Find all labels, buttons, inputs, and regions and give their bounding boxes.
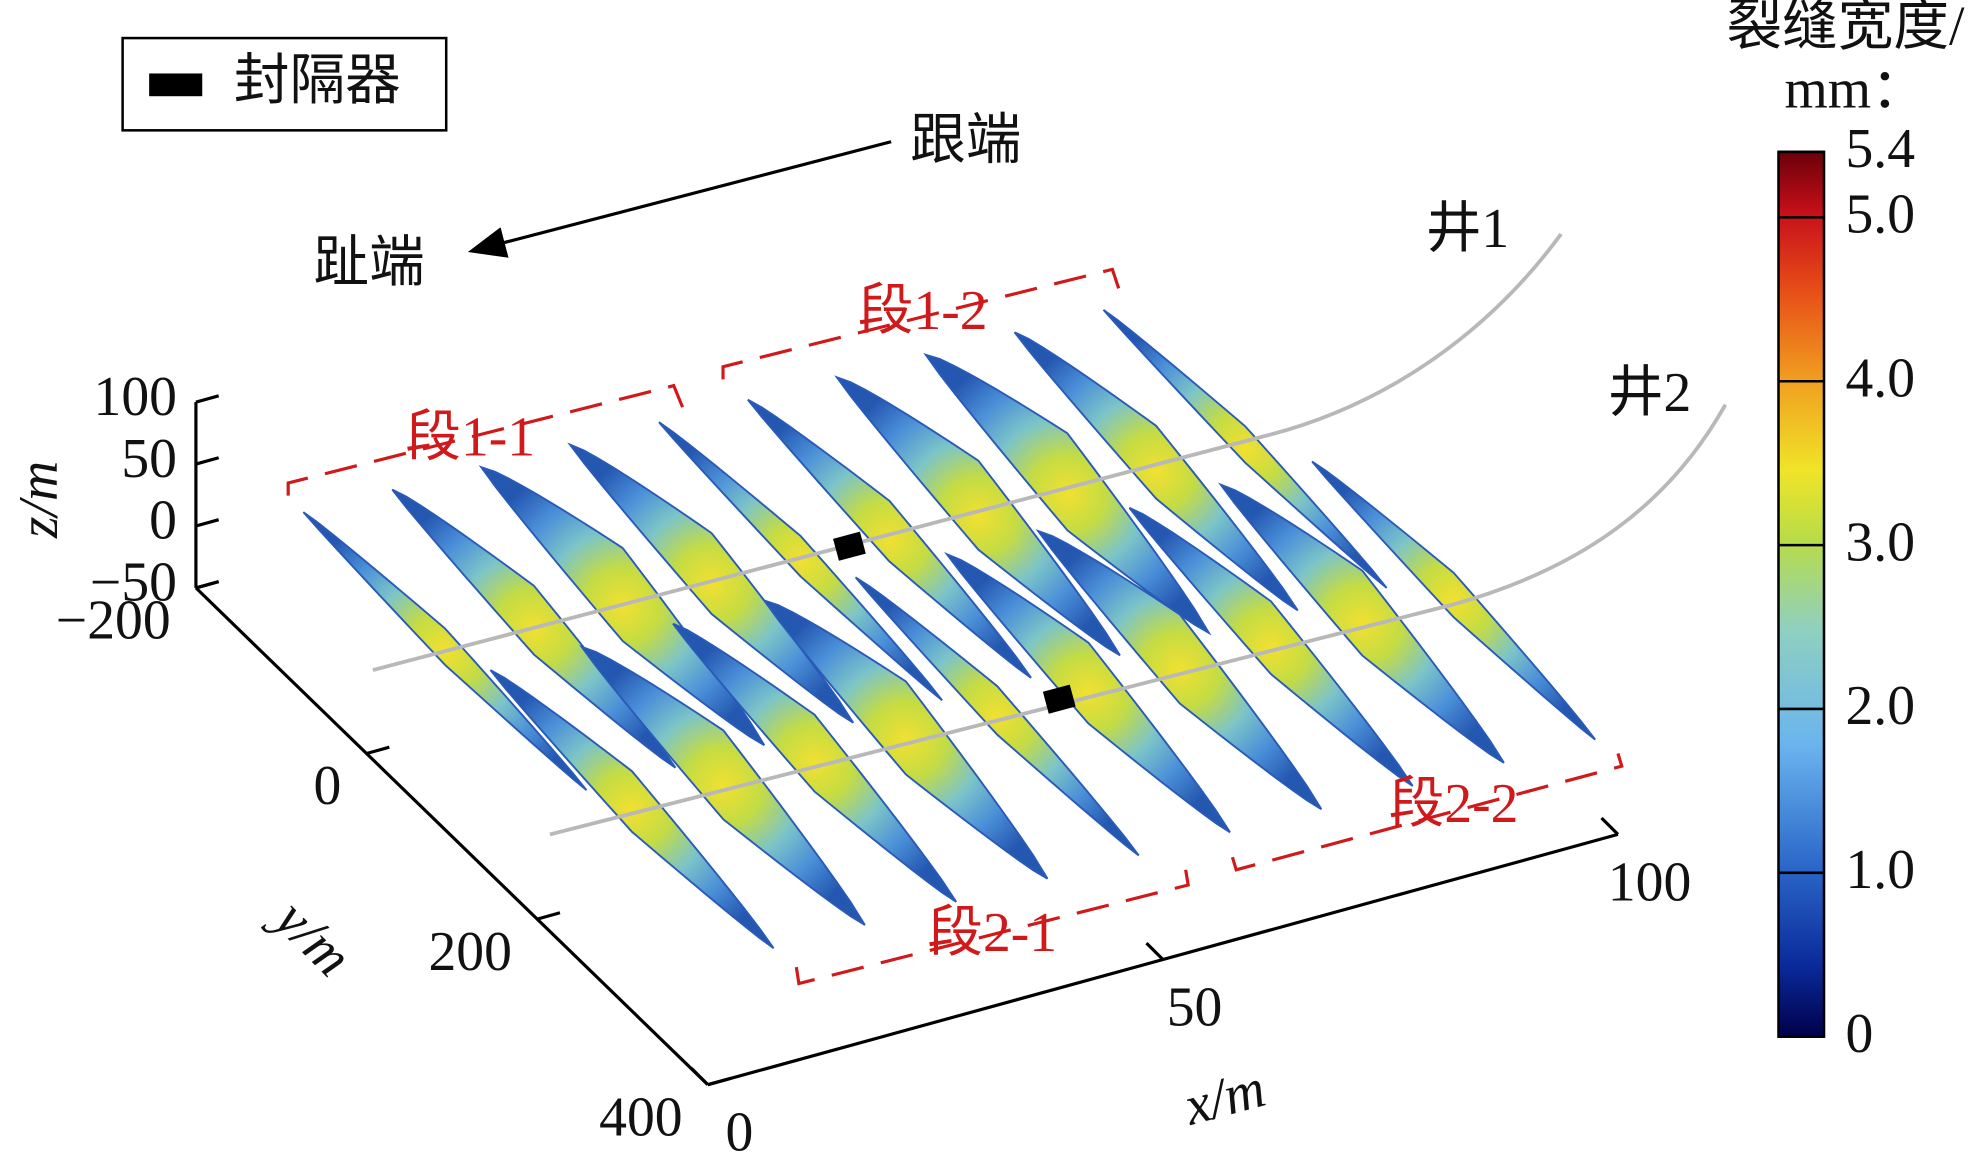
z-tick [195, 518, 220, 528]
colorbar-tick-label: 1.0 [1845, 839, 1915, 901]
legend-box [121, 36, 448, 132]
y-tick-label: −200 [56, 590, 171, 652]
fracture [761, 598, 1049, 880]
z-axis-label: z/m [8, 461, 70, 539]
x-tick-label: 0 [726, 1102, 754, 1164]
fracture [1013, 331, 1299, 612]
heel-label: 跟端 [910, 109, 1021, 171]
well [549, 403, 1728, 837]
z-tick [195, 456, 220, 466]
y-tick-label: 0 [313, 755, 341, 817]
colorbar-tick-label: 5.0 [1845, 184, 1915, 246]
fracture [1102, 309, 1388, 589]
y-tick [366, 745, 390, 756]
fracture [1218, 482, 1505, 764]
stage-label: 段2-1 [927, 902, 1057, 964]
stage-label: 段1-1 [405, 406, 535, 468]
fracture [747, 398, 1032, 679]
colorbar [1777, 150, 1826, 1038]
well [372, 232, 1563, 672]
colorbar-tick-label: 5.4 [1845, 118, 1915, 180]
fracture [1128, 507, 1414, 787]
colorbar-tick-label: 3.0 [1845, 511, 1915, 573]
y-tick-label: 400 [599, 1086, 682, 1148]
x-axis-label: x/m [1177, 1057, 1272, 1138]
colorbar-tick-label: 2.0 [1845, 675, 1915, 737]
y-axis-label: y/m [260, 884, 364, 988]
stage-label: 段2-2 [1389, 773, 1519, 835]
well-label: 井2 [1608, 362, 1691, 424]
fracture [489, 669, 775, 949]
y-axis [194, 586, 709, 1086]
fracture [834, 375, 1121, 657]
fracture [944, 551, 1231, 834]
z-tick-label: −50 [90, 552, 177, 614]
z-tick-label: 0 [149, 490, 177, 552]
fracture [579, 644, 866, 926]
colorbar-tick-label: 4.0 [1845, 348, 1915, 410]
fractures [302, 232, 1728, 949]
well-label: 井1 [1426, 198, 1509, 260]
x-axis [707, 832, 1619, 1087]
direction-arrow [467, 140, 892, 258]
stage-brackets [286, 267, 1624, 986]
legend-label: 封隔器 [234, 50, 401, 112]
z-tick-label: 50 [121, 428, 177, 490]
fracture [923, 353, 1212, 636]
colorbar-tick-label: 0 [1845, 1003, 1873, 1065]
packer [833, 531, 866, 561]
fracture [1035, 529, 1323, 810]
y-tick-label: 200 [429, 921, 512, 983]
z-tick [195, 394, 220, 404]
colorbar-title: mm： [1785, 59, 1927, 121]
y-tick [536, 911, 561, 921]
fracture [854, 576, 1140, 857]
stage-label: 段1-2 [858, 280, 988, 342]
toe-label: 趾端 [313, 232, 424, 294]
x-tick [690, 1067, 709, 1086]
packer [1042, 684, 1076, 714]
x-tick-label: 50 [1167, 976, 1223, 1038]
x-tick-label: 100 [1608, 851, 1691, 913]
fracture [658, 421, 943, 702]
x-tick [1600, 816, 1620, 836]
z-tick-label: 100 [94, 366, 177, 428]
colorbar-title: 裂缝宽度/ [1727, 0, 1965, 58]
fracture [1311, 460, 1596, 741]
x-tick [1145, 941, 1165, 961]
fracture [567, 442, 855, 724]
y-tick [707, 1076, 732, 1087]
y-tick [195, 580, 220, 590]
legend-swatch [149, 73, 203, 97]
fracture [672, 622, 957, 903]
